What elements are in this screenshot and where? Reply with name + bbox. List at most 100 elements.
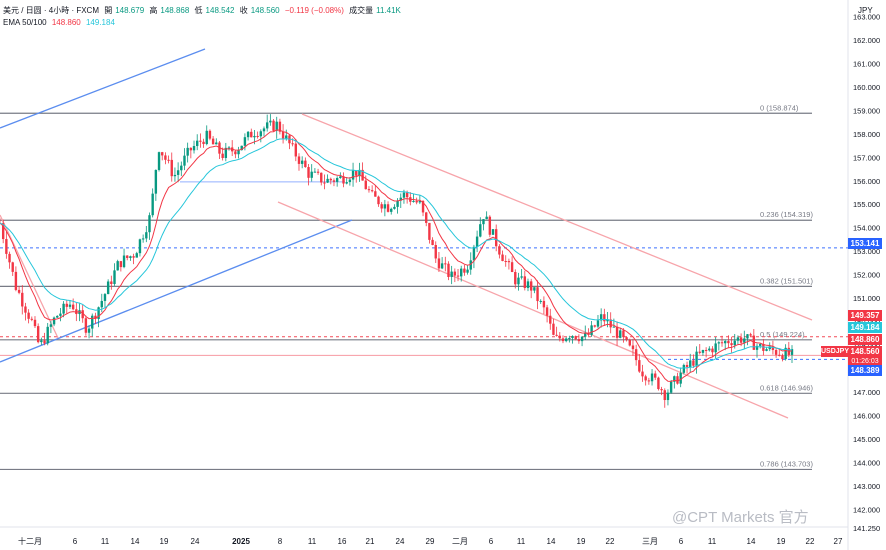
candle-body: [262, 128, 266, 132]
candle-body: [374, 191, 377, 197]
x-tick-label: 24: [191, 537, 200, 546]
candle-body: [520, 276, 523, 278]
candle-body: [568, 338, 571, 340]
candle-body: [129, 256, 132, 258]
open-value: 148.679: [115, 6, 145, 15]
candle-body: [440, 263, 444, 269]
x-tick-label: 11: [708, 537, 717, 546]
candle-body: [323, 182, 326, 184]
x-tick-label: 8: [278, 537, 283, 546]
candle-body: [736, 337, 740, 341]
candle-body: [364, 180, 367, 190]
candle-body: [749, 334, 752, 336]
candle-body: [355, 170, 358, 176]
candle-body: [587, 333, 590, 335]
candle-body: [40, 340, 43, 343]
candle-body: [724, 341, 727, 344]
candle-body: [434, 245, 437, 259]
x-tick-label: 十二月: [18, 536, 42, 546]
candle-body: [46, 326, 49, 344]
candle-body: [17, 289, 21, 293]
candle-body: [405, 192, 409, 198]
candle-body: [771, 346, 775, 351]
candle-body: [542, 300, 546, 308]
candle-body: [536, 287, 539, 302]
candle-body: [517, 277, 520, 285]
candle-body: [657, 377, 660, 390]
y-tick-label: 151.000: [853, 294, 880, 303]
fib-level-label: 0 (158.874): [760, 103, 799, 112]
candle-body: [215, 142, 218, 145]
price-axis-tag: 149.184: [848, 322, 882, 333]
high-value: 148.868: [160, 6, 190, 15]
candle-body: [514, 271, 517, 285]
candle-body: [316, 171, 320, 173]
x-tick-label: 19: [160, 537, 169, 546]
candle-body: [161, 152, 164, 156]
fib-level-label: 0.786 (143.703): [760, 459, 813, 468]
candle-body: [603, 314, 606, 322]
candle-body: [154, 169, 158, 194]
high-label: 高: [149, 6, 158, 15]
symbol-price-tag: USDJPY: [821, 346, 850, 357]
candle-body: [71, 304, 75, 310]
y-tick-label: 149.000: [853, 341, 880, 350]
candle-body: [622, 330, 625, 338]
volume-label: 成交量: [349, 6, 374, 15]
fib-level-label: 0.382 (151.501): [760, 276, 813, 285]
candle-body: [571, 336, 574, 339]
candle-body: [647, 380, 651, 382]
candle-body: [24, 306, 27, 313]
x-tick-label: 22: [806, 537, 815, 546]
candle-body: [65, 303, 68, 307]
y-tick-label: 157.000: [853, 153, 880, 162]
candle-body: [383, 204, 387, 209]
candle-body: [485, 216, 488, 220]
symbol-label: 美元 / 日圆 · 4小時 · FXCM: [3, 6, 99, 15]
candle-body: [774, 350, 778, 355]
y-tick-label: 154.000: [853, 224, 880, 233]
candle-body: [116, 261, 119, 271]
candle-body: [14, 271, 18, 290]
candle-body: [510, 262, 514, 272]
candle-body: [297, 156, 301, 164]
candle-body: [704, 349, 708, 351]
x-tick-label: 29: [426, 537, 435, 546]
x-tick-label: 14: [547, 537, 556, 546]
y-tick-label: 159.000: [853, 106, 880, 115]
price-axis-tag: 149.357: [848, 310, 882, 321]
y-tick-label: 144.000: [853, 458, 880, 467]
candle-body: [463, 268, 466, 273]
candle-body: [243, 137, 247, 146]
candle-body: [113, 270, 116, 284]
candle-body: [304, 160, 307, 168]
candle-body: [526, 281, 530, 288]
candle-body: [259, 131, 263, 137]
candle-body: [390, 208, 393, 212]
candle-body: [361, 169, 364, 181]
candle-body: [564, 338, 568, 342]
candle-body: [199, 140, 202, 142]
candle-body: [91, 315, 94, 329]
candle-body: [300, 160, 304, 164]
candle-body: [227, 147, 231, 149]
candle-body: [491, 229, 495, 235]
x-tick-label: 14: [131, 537, 140, 546]
x-tick-label: 27: [834, 537, 843, 546]
y-tick-label: 146.000: [853, 411, 880, 420]
candle-body: [196, 140, 199, 147]
candle-body: [529, 281, 533, 291]
x-tick-label: 16: [338, 537, 347, 546]
y-tick-label: 143.000: [853, 482, 880, 491]
candle-body: [11, 262, 14, 272]
candle-body: [437, 258, 441, 269]
candle-body: [634, 349, 638, 361]
candle-body: [501, 254, 504, 262]
candle-body: [339, 176, 342, 179]
candle-body: [660, 389, 663, 391]
candle-body: [460, 268, 463, 277]
x-tick-label: 21: [366, 537, 375, 546]
candle-body: [253, 135, 256, 138]
candle-body: [692, 360, 695, 366]
